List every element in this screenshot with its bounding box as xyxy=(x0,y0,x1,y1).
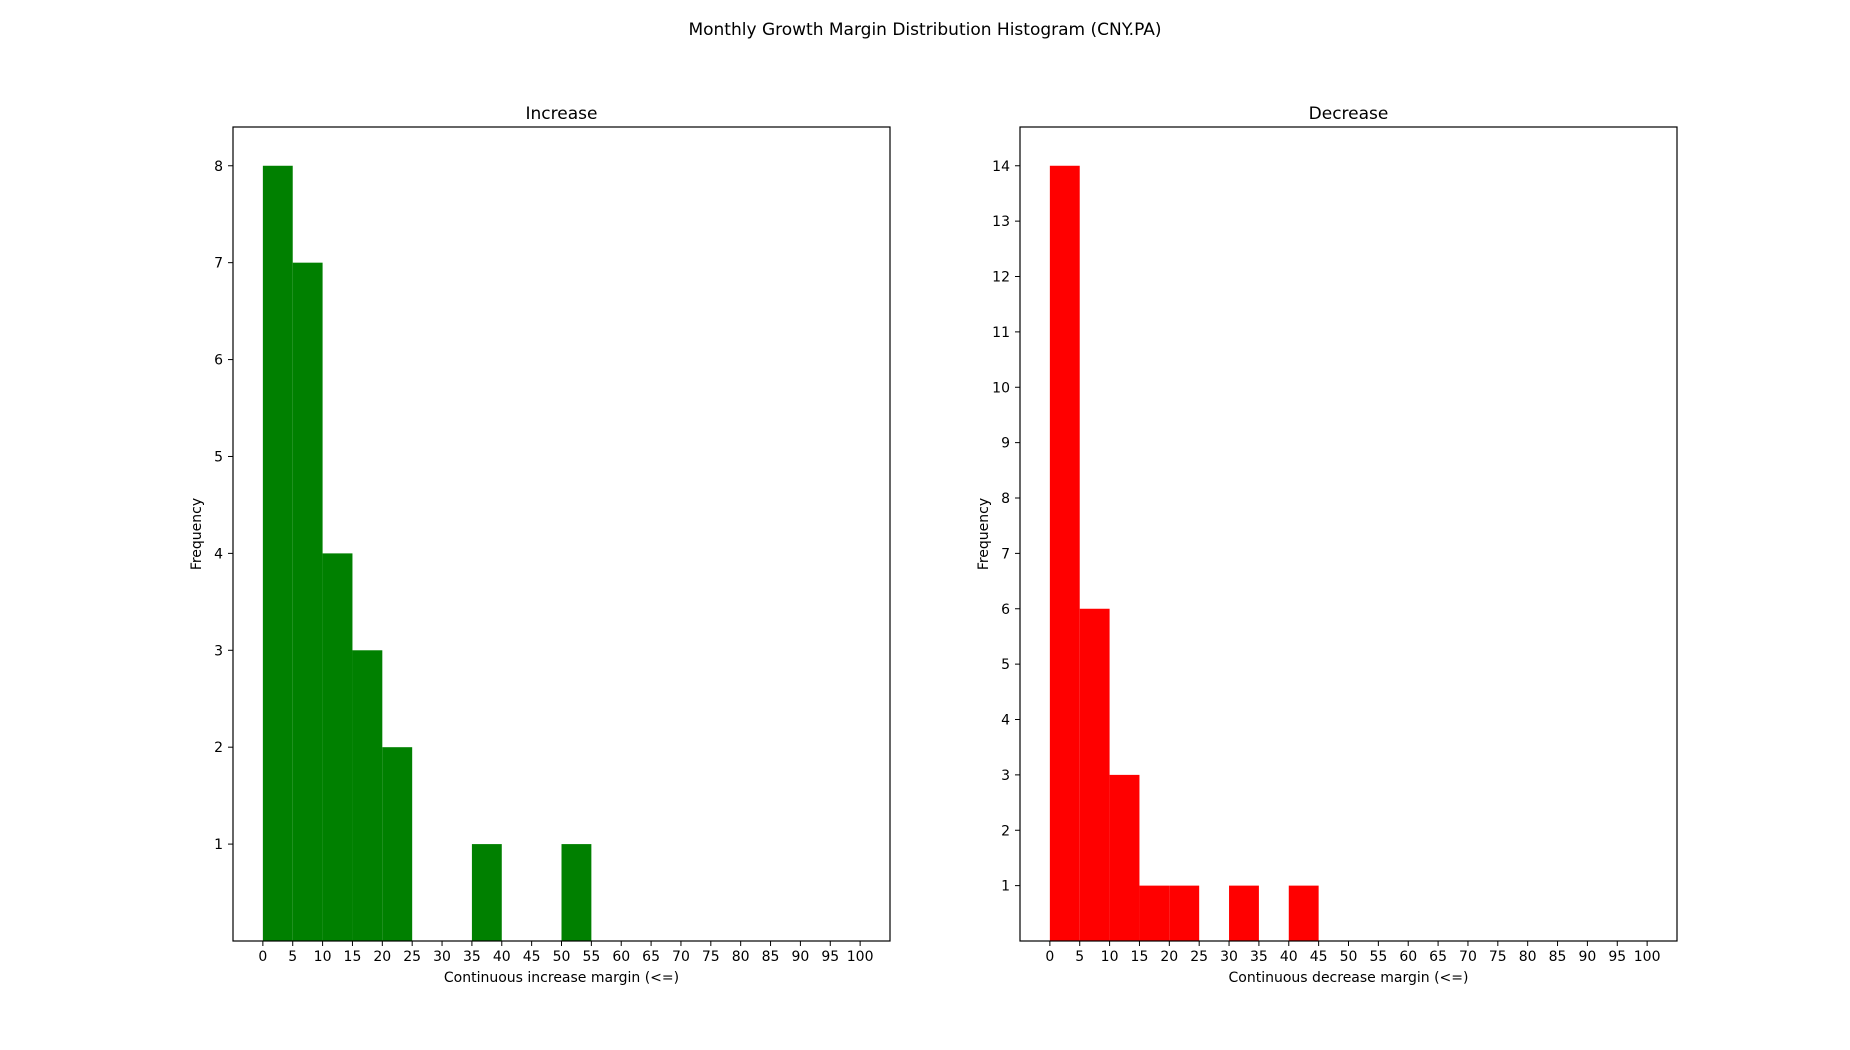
x-tick-label: 50 xyxy=(553,949,571,965)
x-tick-label: 15 xyxy=(1131,949,1149,965)
panel-title: Decrease xyxy=(1309,104,1389,124)
x-tick-label: 75 xyxy=(1489,949,1507,965)
y-tick-label: 8 xyxy=(1001,491,1010,507)
y-tick-label: 10 xyxy=(992,380,1010,396)
y-tick-label: 3 xyxy=(1001,768,1010,784)
x-tick-label: 100 xyxy=(847,949,874,965)
histogram-bar xyxy=(382,747,413,941)
y-tick-label: 8 xyxy=(214,159,223,175)
y-tick-label: 5 xyxy=(214,449,223,465)
decrease-panel: Decrease 0 5 10 15 20 25 30 35 40 45 50 55 60 65 70 75 8… xyxy=(976,104,1678,986)
x-tick-label: 25 xyxy=(403,949,421,965)
y-axis-label: Frequency xyxy=(189,498,205,570)
x-tick-label: 40 xyxy=(493,949,511,965)
histogram-bar xyxy=(1139,885,1170,941)
figure-title: Monthly Growth Margin Distribution Histo… xyxy=(688,20,1161,40)
y-tick-label: 6 xyxy=(214,353,223,369)
y-tick-label: 1 xyxy=(214,837,223,853)
x-tick-label: 30 xyxy=(433,949,451,965)
x-tick-label: 30 xyxy=(1220,949,1238,965)
y-tick-label: 6 xyxy=(1001,602,1010,618)
increase-panel: Increase 0 5 10 15 20 25 30 35 40 45 50 55 60 65 70 75 8… xyxy=(189,104,891,986)
x-tick-label: 55 xyxy=(582,949,600,965)
plot-frame xyxy=(232,126,891,942)
histogram-bar xyxy=(262,165,293,941)
x-tick-label: 45 xyxy=(523,949,541,965)
histogram-bar xyxy=(471,844,502,941)
x-ticks: 0 5 10 15 20 25 30 35 40 45 50 55 60 65 70 75 80 85 90 95 10… xyxy=(258,941,874,965)
panel-title: Increase xyxy=(526,104,598,124)
x-tick-label: 90 xyxy=(791,949,809,965)
x-tick-label: 85 xyxy=(762,949,780,965)
x-ticks: 0 5 10 15 20 25 30 35 40 45 50 55 60 65 70 75 80 85 90 95 10… xyxy=(1045,941,1661,965)
histogram-bar xyxy=(1109,774,1140,941)
x-tick-label: 5 xyxy=(288,949,297,965)
histogram-bar xyxy=(1049,165,1080,941)
y-tick-label: 11 xyxy=(992,325,1010,341)
x-tick-label: 25 xyxy=(1190,949,1208,965)
x-tick-label: 85 xyxy=(1549,949,1567,965)
x-tick-label: 90 xyxy=(1578,949,1596,965)
x-tick-label: 95 xyxy=(1608,949,1626,965)
x-tick-label: 40 xyxy=(1280,949,1298,965)
x-tick-label: 60 xyxy=(1399,949,1417,965)
x-tick-label: 65 xyxy=(642,949,660,965)
x-axis-label: Continuous decrease margin (<=) xyxy=(1229,970,1469,986)
histogram-bar xyxy=(1079,608,1110,941)
y-tick-label: 2 xyxy=(214,740,223,756)
bars-group xyxy=(262,165,592,942)
x-tick-label: 60 xyxy=(612,949,630,965)
histogram-bar xyxy=(561,844,592,941)
y-tick-label: 2 xyxy=(1001,823,1010,839)
x-tick-label: 20 xyxy=(373,949,391,965)
x-tick-label: 50 xyxy=(1340,949,1358,965)
histogram-bar xyxy=(1229,885,1259,941)
x-tick-label: 45 xyxy=(1310,949,1328,965)
x-tick-label: 55 xyxy=(1369,949,1387,965)
y-axis-label: Frequency xyxy=(976,498,992,570)
y-tick-label: 12 xyxy=(992,270,1010,286)
y-tick-label: 13 xyxy=(992,214,1010,230)
plot-frame xyxy=(1019,126,1678,942)
y-tick-label: 14 xyxy=(992,159,1010,175)
x-tick-label: 95 xyxy=(821,949,839,965)
histogram-bar xyxy=(352,650,383,941)
x-tick-label: 5 xyxy=(1075,949,1084,965)
x-tick-label: 65 xyxy=(1429,949,1447,965)
y-tick-label: 7 xyxy=(214,256,223,272)
x-tick-label: 100 xyxy=(1634,949,1661,965)
y-ticks: 1 2 3 4 5 6 7 8 xyxy=(214,159,233,853)
histogram-bar xyxy=(1169,885,1200,941)
y-tick-label: 4 xyxy=(1001,713,1010,729)
histogram-bar xyxy=(322,553,353,941)
x-tick-label: 80 xyxy=(732,949,750,965)
bars-group xyxy=(1049,165,1319,941)
x-tick-label: 35 xyxy=(463,949,481,965)
y-tick-label: 9 xyxy=(1001,436,1010,452)
x-tick-label: 80 xyxy=(1519,949,1537,965)
x-axis-label: Continuous increase margin (<=) xyxy=(444,970,679,986)
y-tick-label: 3 xyxy=(214,643,223,659)
histogram-bar xyxy=(1288,885,1319,941)
x-tick-label: 75 xyxy=(702,949,720,965)
y-tick-label: 4 xyxy=(214,546,223,562)
x-tick-label: 0 xyxy=(1045,949,1054,965)
y-tick-label: 1 xyxy=(1001,879,1010,895)
x-tick-label: 10 xyxy=(1101,949,1119,965)
x-tick-label: 70 xyxy=(1459,949,1477,965)
x-tick-label: 10 xyxy=(314,949,332,965)
histogram-bar xyxy=(292,262,323,942)
x-tick-label: 35 xyxy=(1250,949,1268,965)
x-tick-label: 0 xyxy=(258,949,267,965)
x-tick-label: 70 xyxy=(672,949,690,965)
y-tick-label: 7 xyxy=(1001,546,1010,562)
y-tick-label: 5 xyxy=(1001,657,1010,673)
x-tick-label: 20 xyxy=(1160,949,1178,965)
x-tick-label: 15 xyxy=(344,949,362,965)
